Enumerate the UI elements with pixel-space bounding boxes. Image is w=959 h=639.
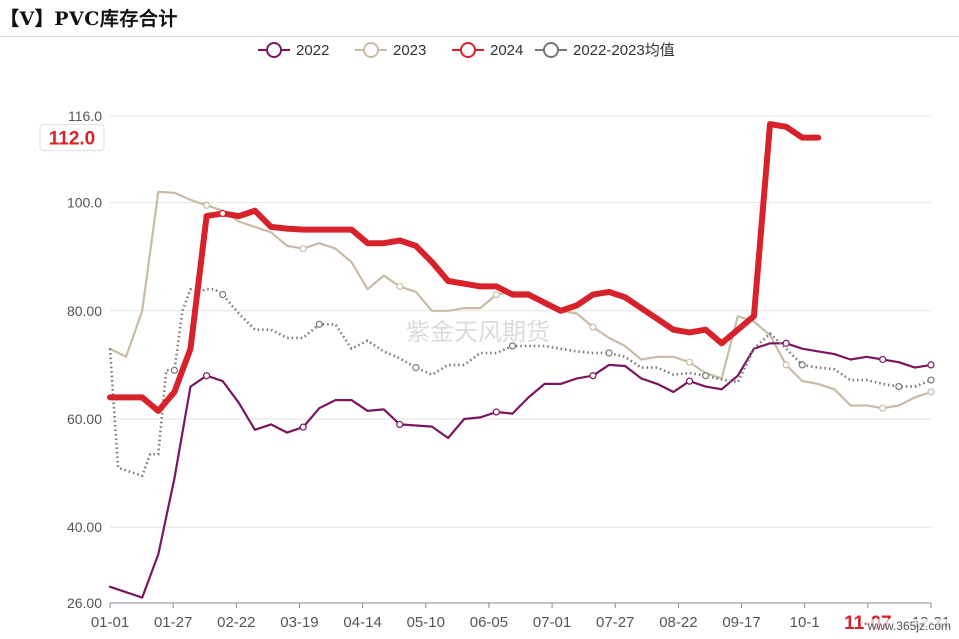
y-tick-label: 100.0 bbox=[67, 195, 102, 211]
legend-label: 2022 bbox=[296, 42, 329, 59]
grid-layer bbox=[110, 115, 931, 604]
series-line-s2024 bbox=[107, 121, 822, 414]
data-point-s2023 bbox=[685, 358, 694, 366]
data-point-avg bbox=[605, 349, 613, 357]
data-point-s2022 bbox=[782, 339, 790, 347]
legend-item[interactable]: 2022 bbox=[258, 42, 329, 59]
data-point-avg bbox=[315, 320, 323, 328]
x-tick-label: 07-01 bbox=[533, 614, 571, 631]
data-point-s2023 bbox=[299, 244, 307, 253]
legend-marker-icon bbox=[266, 42, 282, 58]
data-point-avg bbox=[927, 376, 935, 384]
x-tick-label: 08-22 bbox=[659, 614, 697, 631]
site-badge: www.365jz.com bbox=[865, 619, 953, 633]
x-tick-label: 02-22 bbox=[217, 614, 255, 631]
legend-item[interactable]: 2023 bbox=[355, 42, 426, 59]
data-point-s2023 bbox=[202, 201, 211, 209]
data-point-s2023 bbox=[589, 323, 597, 331]
data-point-s2022 bbox=[396, 420, 404, 429]
data-point-avg bbox=[895, 382, 903, 391]
legend-label: 2024 bbox=[490, 42, 523, 59]
data-point-s2022 bbox=[879, 355, 887, 364]
legend-item[interactable]: 2024 bbox=[452, 42, 523, 59]
data-point-s2024 bbox=[219, 209, 227, 217]
y-tick-label: 116.0 bbox=[68, 108, 102, 124]
highlight-layer: 112.011-07 bbox=[39, 124, 898, 635]
data-point-s2022 bbox=[927, 361, 935, 369]
x-tick-label: 05-10 bbox=[407, 614, 445, 631]
data-point-avg bbox=[219, 290, 227, 299]
legend-marker-icon bbox=[363, 42, 379, 58]
data-point-s2023 bbox=[927, 388, 935, 396]
x-tick-label: 01-01 bbox=[91, 614, 129, 631]
data-point-s2022 bbox=[299, 423, 307, 431]
data-point-s2023 bbox=[782, 361, 790, 369]
legend-label: 2023 bbox=[393, 42, 426, 59]
legend-marker-icon bbox=[460, 42, 476, 58]
legend-item[interactable]: 2022-2023均值 bbox=[535, 42, 675, 59]
y-tick-label: 26.00 bbox=[67, 595, 102, 611]
y-highlight-box bbox=[39, 124, 105, 152]
data-point-s2022 bbox=[589, 372, 597, 380]
y-highlight-label: 112.0 bbox=[49, 129, 96, 150]
series-layer bbox=[107, 121, 935, 599]
axis-layer: 26.00 40.00 60.00 80.00 100.0 116.0 01-01 01-27… bbox=[67, 108, 950, 631]
data-point-s2022 bbox=[685, 377, 694, 385]
legend[interactable]: 2022 2023 2024 2022-2023均值 bbox=[258, 42, 675, 59]
data-point-s2023 bbox=[396, 282, 404, 291]
series-line-s2022 bbox=[108, 342, 933, 599]
data-point-s2023 bbox=[879, 404, 887, 412]
x-tick-label: 07-27 bbox=[596, 614, 634, 631]
watermark-text: 紫金天风期货 bbox=[406, 318, 550, 346]
data-point-avg bbox=[702, 372, 710, 380]
x-tick-label: 04-14 bbox=[343, 614, 381, 631]
data-point-avg bbox=[412, 364, 420, 372]
data-point-avg bbox=[798, 361, 806, 369]
data-point-s2023 bbox=[492, 290, 500, 299]
x-tick-label: 06-05 bbox=[470, 614, 508, 631]
data-point-avg bbox=[508, 342, 517, 350]
x-tick-label: 01-27 bbox=[154, 614, 192, 631]
legend-marker-icon bbox=[543, 42, 559, 58]
y-tick-label: 60.00 bbox=[67, 411, 102, 427]
x-tick-label: 10-1 bbox=[790, 614, 820, 631]
data-point-s2022 bbox=[202, 372, 211, 380]
page-title: 【V】PVC库存合计 bbox=[0, 8, 178, 30]
y-tick-label: 80.00 bbox=[67, 303, 102, 319]
series-line-avg bbox=[108, 287, 932, 478]
y-tick-label: 40.00 bbox=[67, 519, 102, 535]
data-point-s2022 bbox=[492, 408, 500, 416]
x-tick-label: 09-17 bbox=[722, 614, 760, 631]
x-tick-label: 03-19 bbox=[280, 614, 318, 631]
series-line-s2023 bbox=[108, 190, 933, 410]
legend-label: 2022-2023均值 bbox=[573, 42, 675, 59]
data-point-avg bbox=[170, 366, 178, 374]
title-divider bbox=[0, 36, 959, 37]
